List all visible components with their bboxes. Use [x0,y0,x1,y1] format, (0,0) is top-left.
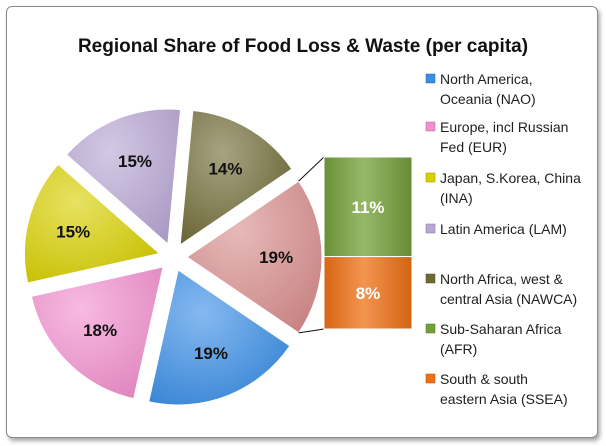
legend-entry-3-swatch [425,223,436,234]
legend-entry-1-text: Europe, incl Russian [440,119,568,135]
bar-segment-south-south-eastern-asia-ssea-label: 8% [356,284,381,303]
bar-segment-sub-saharan-africa-afr [323,156,413,258]
pie-slice-north-africa-west-central-asia-nawca [179,110,293,246]
bar-connectors [298,156,325,334]
pie-slice-other [186,180,323,334]
pie-slice-north-america-oceania-nao-label: 19% [194,344,228,363]
legend-entry-1-swatch [425,121,436,132]
connector-bottom [298,328,325,334]
legend-entry-5-text: Sub-Saharan Africa [440,321,562,337]
legend-entry-6-swatch [425,373,436,384]
legend-entry-0-text: North America, [440,71,533,87]
legend-entry-0: North America, Oceania (NAO) [425,71,536,107]
legend-entry-4: North Africa, west & central Asia (NAWCA) [425,271,577,307]
legend-entry-6-text: South & south [440,371,528,387]
bar-segment-sub-saharan-africa-afr-label: 11% [351,198,384,217]
pie-slice-north-america-oceania-nao [148,269,291,406]
legend-entry-0-swatch [425,73,436,84]
pie-slice-europe-incl-russian-fed-eur-label: 18% [83,321,117,340]
legend-entry-2: Japan, S.Korea, China (INA) [425,170,581,206]
legend-entry-5-text: (AFR) [440,341,477,357]
pie-slice-japan-s-korea-china-ina [23,163,161,284]
pie-slice-japan-s-korea-china-ina-label: 15% [56,222,90,241]
pie-slice-other-label: 19% [259,248,293,267]
bar-segment-south-south-eastern-asia-ssea [323,256,413,330]
legend-entry-4-text: North Africa, west & [440,271,564,287]
legend-entry-0-text: Oceania (NAO) [440,91,536,107]
legend-entry-3: Latin America (LAM) [425,221,567,237]
pie-slice-latin-america-lam [65,108,182,246]
legend-entry-3-text: Latin America (LAM) [440,221,567,237]
legend-entry-1: Europe, incl Russian Fed (EUR) [425,119,568,155]
legend-entry-4-swatch [425,273,436,284]
legend-entry-1-text: Fed (EUR) [440,139,507,155]
legend-entry-2-swatch [425,172,436,183]
pie-slice-north-africa-west-central-asia-nawca-label: 14% [208,159,242,178]
legend-entry-6-text: eastern Asia (SSEA) [440,391,568,407]
legend-entry-2-text: Japan, S.Korea, China [440,170,581,186]
legend-entry-4-text: central Asia (NAWCA) [440,291,577,307]
bar-of-pie: 11% 8% [323,156,413,330]
pie-slice-europe-incl-russian-fed-eur [30,266,164,400]
legend-entry-5: Sub-Saharan Africa (AFR) [425,321,562,357]
pie-slice-latin-america-lam-label: 15% [118,152,152,171]
chart-title: Regional Share of Food Loss & Waste (per… [78,36,528,57]
legend-entry-6: South & south eastern Asia (SSEA) [425,371,568,407]
connector-top [298,156,325,182]
legend-entry-2-text: (INA) [440,190,473,206]
legend: North America, Oceania (NAO) Europe, incl … [425,71,581,407]
pie: 19% 19% 18% 15% 15% 14% [23,108,323,406]
legend-entry-5-swatch [425,323,436,334]
